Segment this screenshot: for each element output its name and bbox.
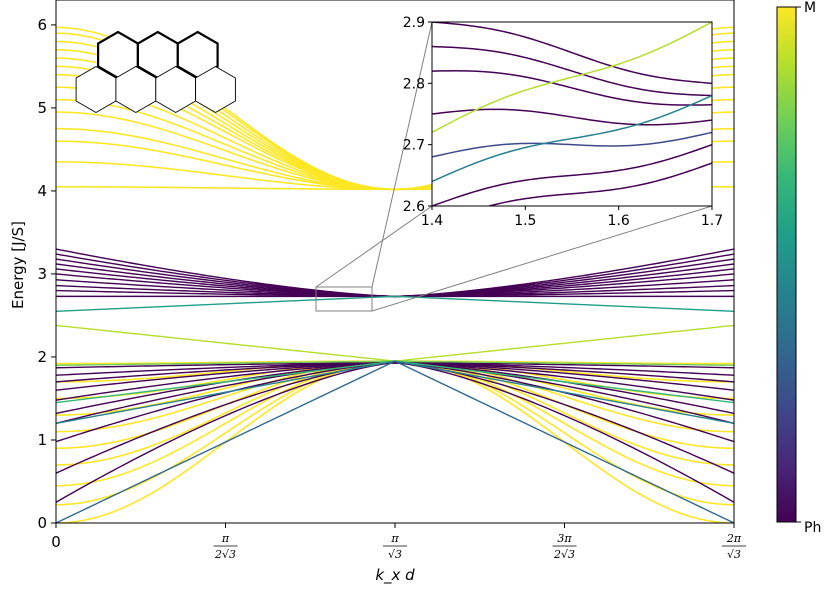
y-tick-label: 5 xyxy=(37,99,47,117)
inset-band-line xyxy=(432,94,712,183)
zoom-connector-top xyxy=(371,21,433,288)
x-axis-title: k_x d xyxy=(375,566,415,585)
colorbar-top-label: M xyxy=(804,0,816,16)
x-tick-denominator: √3 xyxy=(388,548,402,561)
magnonic-band-line xyxy=(56,289,734,298)
colorbar-bottom-label: Ph xyxy=(804,520,821,536)
zoom-indicator xyxy=(315,21,713,312)
inset-band-line xyxy=(432,22,712,85)
x-tick-label: 0 xyxy=(51,533,61,551)
magnonic-band-line xyxy=(56,362,734,503)
y-tick-label: 0 xyxy=(37,514,47,532)
inset-x-tick-label: 1.6 xyxy=(608,213,630,229)
inset-y-tick-label: 2.9 xyxy=(403,15,425,31)
x-tick-numerator: 3π xyxy=(557,532,572,545)
inset-band-line xyxy=(432,22,712,134)
photonic-band-line xyxy=(56,360,734,416)
x-tick-denominator: 2√3 xyxy=(553,548,575,561)
y-tick-label: 3 xyxy=(37,265,47,283)
honeycomb-lattice-icon xyxy=(75,30,236,114)
inset-axis-ticks: 1.4 1.5 1.6 1.7 2.6 2.7 2.8 2.9 xyxy=(403,15,723,229)
photonic-band-line xyxy=(56,360,734,466)
inset-band-line xyxy=(432,70,712,106)
colorbar: M Ph xyxy=(776,0,821,536)
hybrid-band-line xyxy=(56,324,734,362)
hybrid-band-line xyxy=(56,360,734,523)
inset-y-tick-label: 2.7 xyxy=(403,138,425,154)
hybrid-band-line xyxy=(56,360,734,404)
inset-x-tick-label: 1.5 xyxy=(514,213,536,229)
x-tick-numerator: π xyxy=(390,532,399,545)
x-tick-denominator: 2√3 xyxy=(214,548,236,561)
inset-band-line xyxy=(432,108,712,126)
x-tick-numerator: 2π xyxy=(726,532,742,545)
hybrid-band-line xyxy=(56,295,734,313)
colorbar-gradient xyxy=(776,6,797,523)
y-tick-label: 2 xyxy=(37,348,47,366)
lattice-hexagon xyxy=(195,65,236,114)
inset-band-line xyxy=(432,45,712,97)
inset-band-line xyxy=(432,131,712,158)
photonic-band-line xyxy=(56,360,734,433)
inset-x-tick-label: 1.7 xyxy=(701,213,723,229)
inset-plot: 1.4 1.5 1.6 1.7 2.6 2.7 2.8 2.9 xyxy=(403,15,723,229)
magnonic-band-line xyxy=(56,362,734,369)
x-axis-ticks: 0 π 2√3 π √3 3π 2√3 2π √3 xyxy=(51,523,746,561)
y-tick-label: 1 xyxy=(37,431,47,449)
y-axis-title: Energy [J/S] xyxy=(9,221,27,309)
zoom-connector-right xyxy=(371,205,713,312)
magnonic-band-line xyxy=(56,284,734,298)
y-axis-ticks: 0 1 2 3 4 5 6 xyxy=(37,16,56,532)
magnonic-band-line xyxy=(56,362,734,401)
inset-y-tick-label: 2.8 xyxy=(403,76,425,92)
y-tick-label: 6 xyxy=(37,16,47,34)
x-tick-denominator: √3 xyxy=(727,548,741,561)
y-tick-label: 4 xyxy=(37,182,47,200)
inset-band-line xyxy=(486,162,712,206)
inset-y-tick-label: 2.6 xyxy=(403,199,425,215)
inset-band-line xyxy=(432,143,712,206)
zoom-connector-left xyxy=(315,205,433,288)
inset-frame xyxy=(431,21,713,207)
photonic-band-line xyxy=(56,360,734,506)
x-tick-numerator: π xyxy=(221,532,230,545)
magnonic-band-line xyxy=(56,258,734,298)
inset-x-tick-label: 1.4 xyxy=(421,213,443,229)
inset-band-lines xyxy=(432,22,712,206)
zoom-box xyxy=(315,286,373,312)
